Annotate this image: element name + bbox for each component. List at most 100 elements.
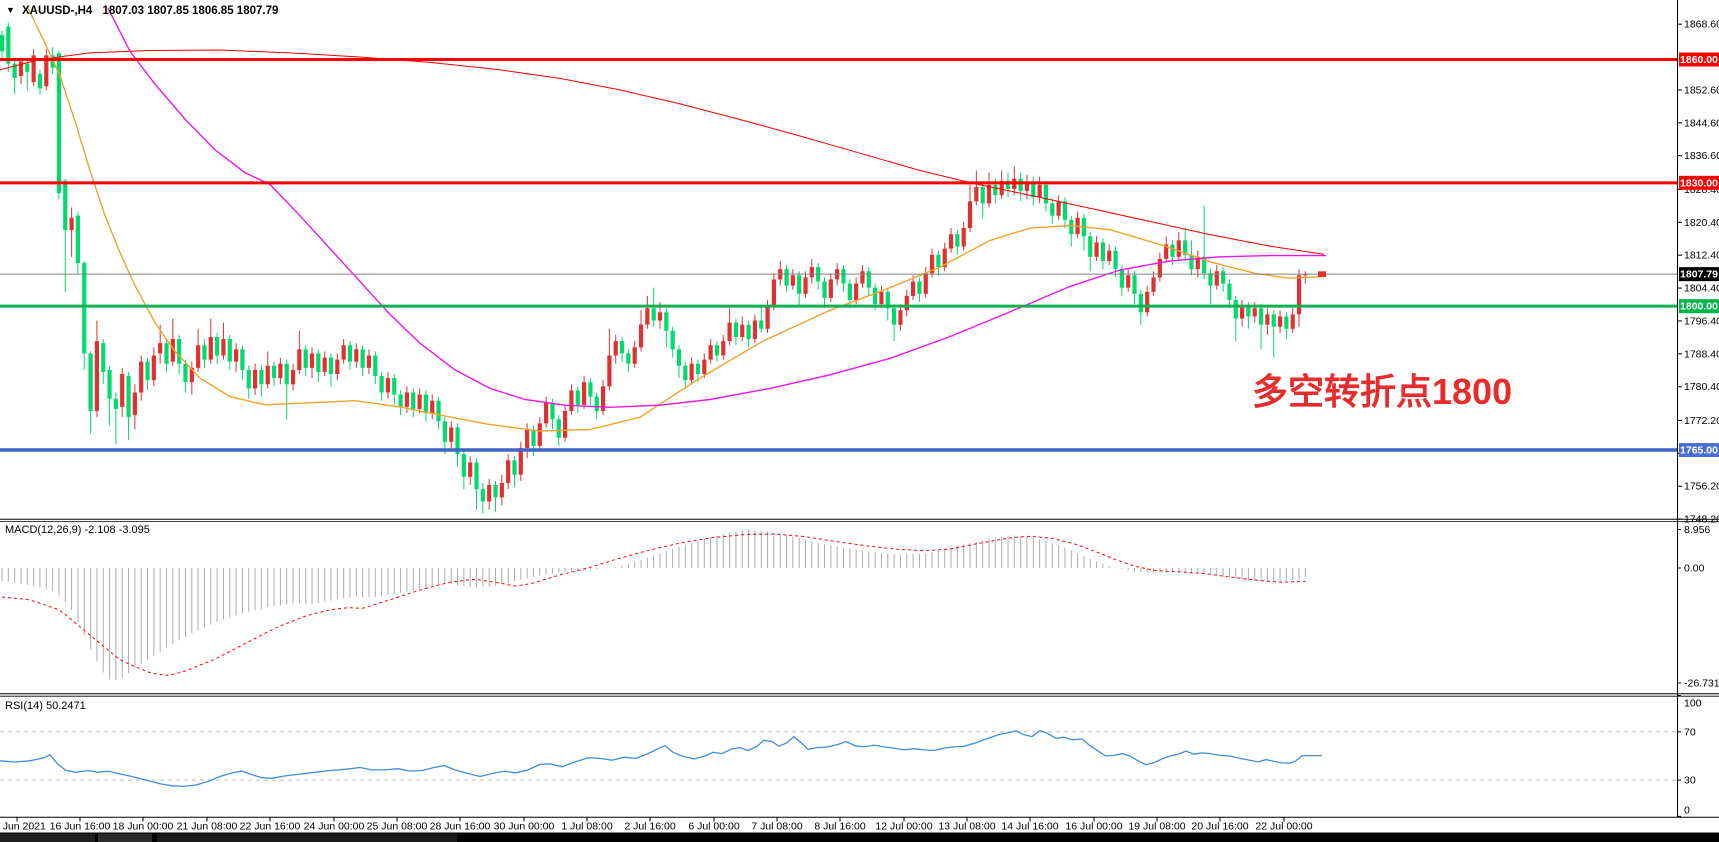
- candle: [196, 345, 201, 368]
- time-tick-label: 30 Jun 00:00: [494, 821, 555, 833]
- time-tick-label: 1 Jul 08:00: [561, 821, 613, 833]
- candle: [1246, 306, 1251, 317]
- candle: [1252, 308, 1257, 317]
- candle: [82, 262, 87, 354]
- candle: [999, 180, 1004, 196]
- candle: [904, 295, 909, 311]
- candle: [366, 355, 372, 368]
- candle: [139, 361, 144, 393]
- price-tick-label: 1852.60: [1684, 84, 1719, 96]
- price-tick-label: 1756.20: [1684, 481, 1719, 493]
- time-tick-label: 14 Jul 16:00: [1001, 821, 1058, 833]
- candle: [189, 367, 194, 383]
- rsi-scale-label: 100: [1684, 698, 1702, 710]
- candle: [487, 484, 492, 502]
- candle: [790, 275, 795, 286]
- level-price-badge: 1800.00: [1680, 301, 1718, 313]
- rsi-label: RSI(14) 50.2471: [5, 700, 86, 712]
- candle: [271, 365, 277, 379]
- candle: [309, 353, 315, 368]
- candle: [177, 339, 182, 364]
- candle: [961, 228, 966, 247]
- taskbar-background: [0, 832, 1719, 842]
- candle: [455, 427, 460, 455]
- candle: [518, 447, 523, 475]
- candle: [1189, 254, 1194, 270]
- time-tick-label: 18 Jun 00:00: [113, 821, 174, 833]
- candle: [613, 341, 618, 356]
- candle: [727, 322, 732, 342]
- candle: [151, 355, 156, 381]
- time-tick-label: 7 Jul 08:00: [751, 821, 803, 833]
- candle: [107, 369, 112, 399]
- candle: [411, 392, 416, 409]
- candle: [1233, 299, 1238, 319]
- symbol-dropdown-icon[interactable]: ▼: [6, 5, 15, 15]
- price-tick-label: 1844.60: [1684, 117, 1719, 129]
- time-tick-label: 28 Jun 16:00: [430, 821, 491, 833]
- candle: [708, 345, 713, 360]
- candle: [733, 322, 739, 337]
- candle: [1221, 271, 1226, 284]
- candle: [676, 349, 682, 366]
- candle: [752, 320, 758, 340]
- candle: [1284, 316, 1289, 329]
- candle: [1062, 201, 1068, 220]
- time-tick-label: 8 Jul 16:00: [814, 821, 866, 833]
- candle: [1113, 250, 1118, 270]
- candle: [594, 396, 599, 411]
- candle: [588, 382, 593, 397]
- candle: [512, 460, 517, 475]
- candle: [873, 287, 878, 305]
- candle: [1214, 271, 1219, 286]
- candle: [563, 410, 568, 438]
- candle: [1170, 244, 1175, 257]
- rsi-line: [0, 729, 1322, 788]
- candle: [556, 419, 561, 438]
- candle: [948, 234, 954, 249]
- macd-label: MACD(12,26,9) -2.108 -3.095: [5, 524, 150, 536]
- time-tick-label: 16 Jun 16:00: [50, 821, 111, 833]
- candle: [202, 345, 207, 360]
- candle: [657, 312, 663, 321]
- candle: [1132, 275, 1137, 294]
- candle: [158, 343, 163, 354]
- ohlc-values: 1807.03 1807.85 1806.85 1807.79: [103, 5, 279, 17]
- time-tick-label: 19 Jul 08:00: [1128, 821, 1185, 833]
- svg-text:XAUUSD-,H4 1807.03 180: XAUUSD-,H4 1807.03 1807.85 1806.85 1807.…: [22, 5, 278, 17]
- candle: [75, 215, 81, 263]
- candle: [1024, 182, 1030, 192]
- candle: [164, 343, 169, 364]
- candle: [1290, 314, 1295, 329]
- candle: [423, 394, 429, 414]
- candle: [1145, 291, 1150, 313]
- candle: [638, 324, 644, 348]
- taskbar-segment[interactable]: [157, 833, 457, 842]
- candle: [1277, 316, 1283, 327]
- candle: [246, 369, 251, 389]
- macd-panel[interactable]: [1, 529, 1306, 681]
- candle: [322, 357, 327, 372]
- taskbar-segment[interactable]: [98, 833, 152, 842]
- level-price-badge: 1830.00: [1680, 177, 1718, 189]
- time-tick-label: 20 Jul 16:00: [1191, 821, 1248, 833]
- candle: [170, 339, 175, 362]
- candle: [1126, 275, 1131, 288]
- candle: [1151, 277, 1156, 292]
- candle: [525, 429, 530, 448]
- candle: [392, 378, 397, 395]
- candle: [0, 34, 5, 52]
- main-chart-panel[interactable]: [0, 7, 1677, 514]
- price-badge: [1679, 175, 1719, 190]
- taskbar[interactable]: [0, 832, 1719, 842]
- taskbar-segment[interactable]: [0, 833, 95, 842]
- candle: [1107, 250, 1112, 261]
- rsi-panel[interactable]: [0, 729, 1677, 788]
- candle: [600, 386, 606, 411]
- candle: [841, 269, 846, 284]
- candle: [771, 279, 776, 307]
- candle: [575, 390, 580, 405]
- price-axis[interactable]: 1868.601852.601844.601836.601828.401820.…: [1677, 19, 1719, 817]
